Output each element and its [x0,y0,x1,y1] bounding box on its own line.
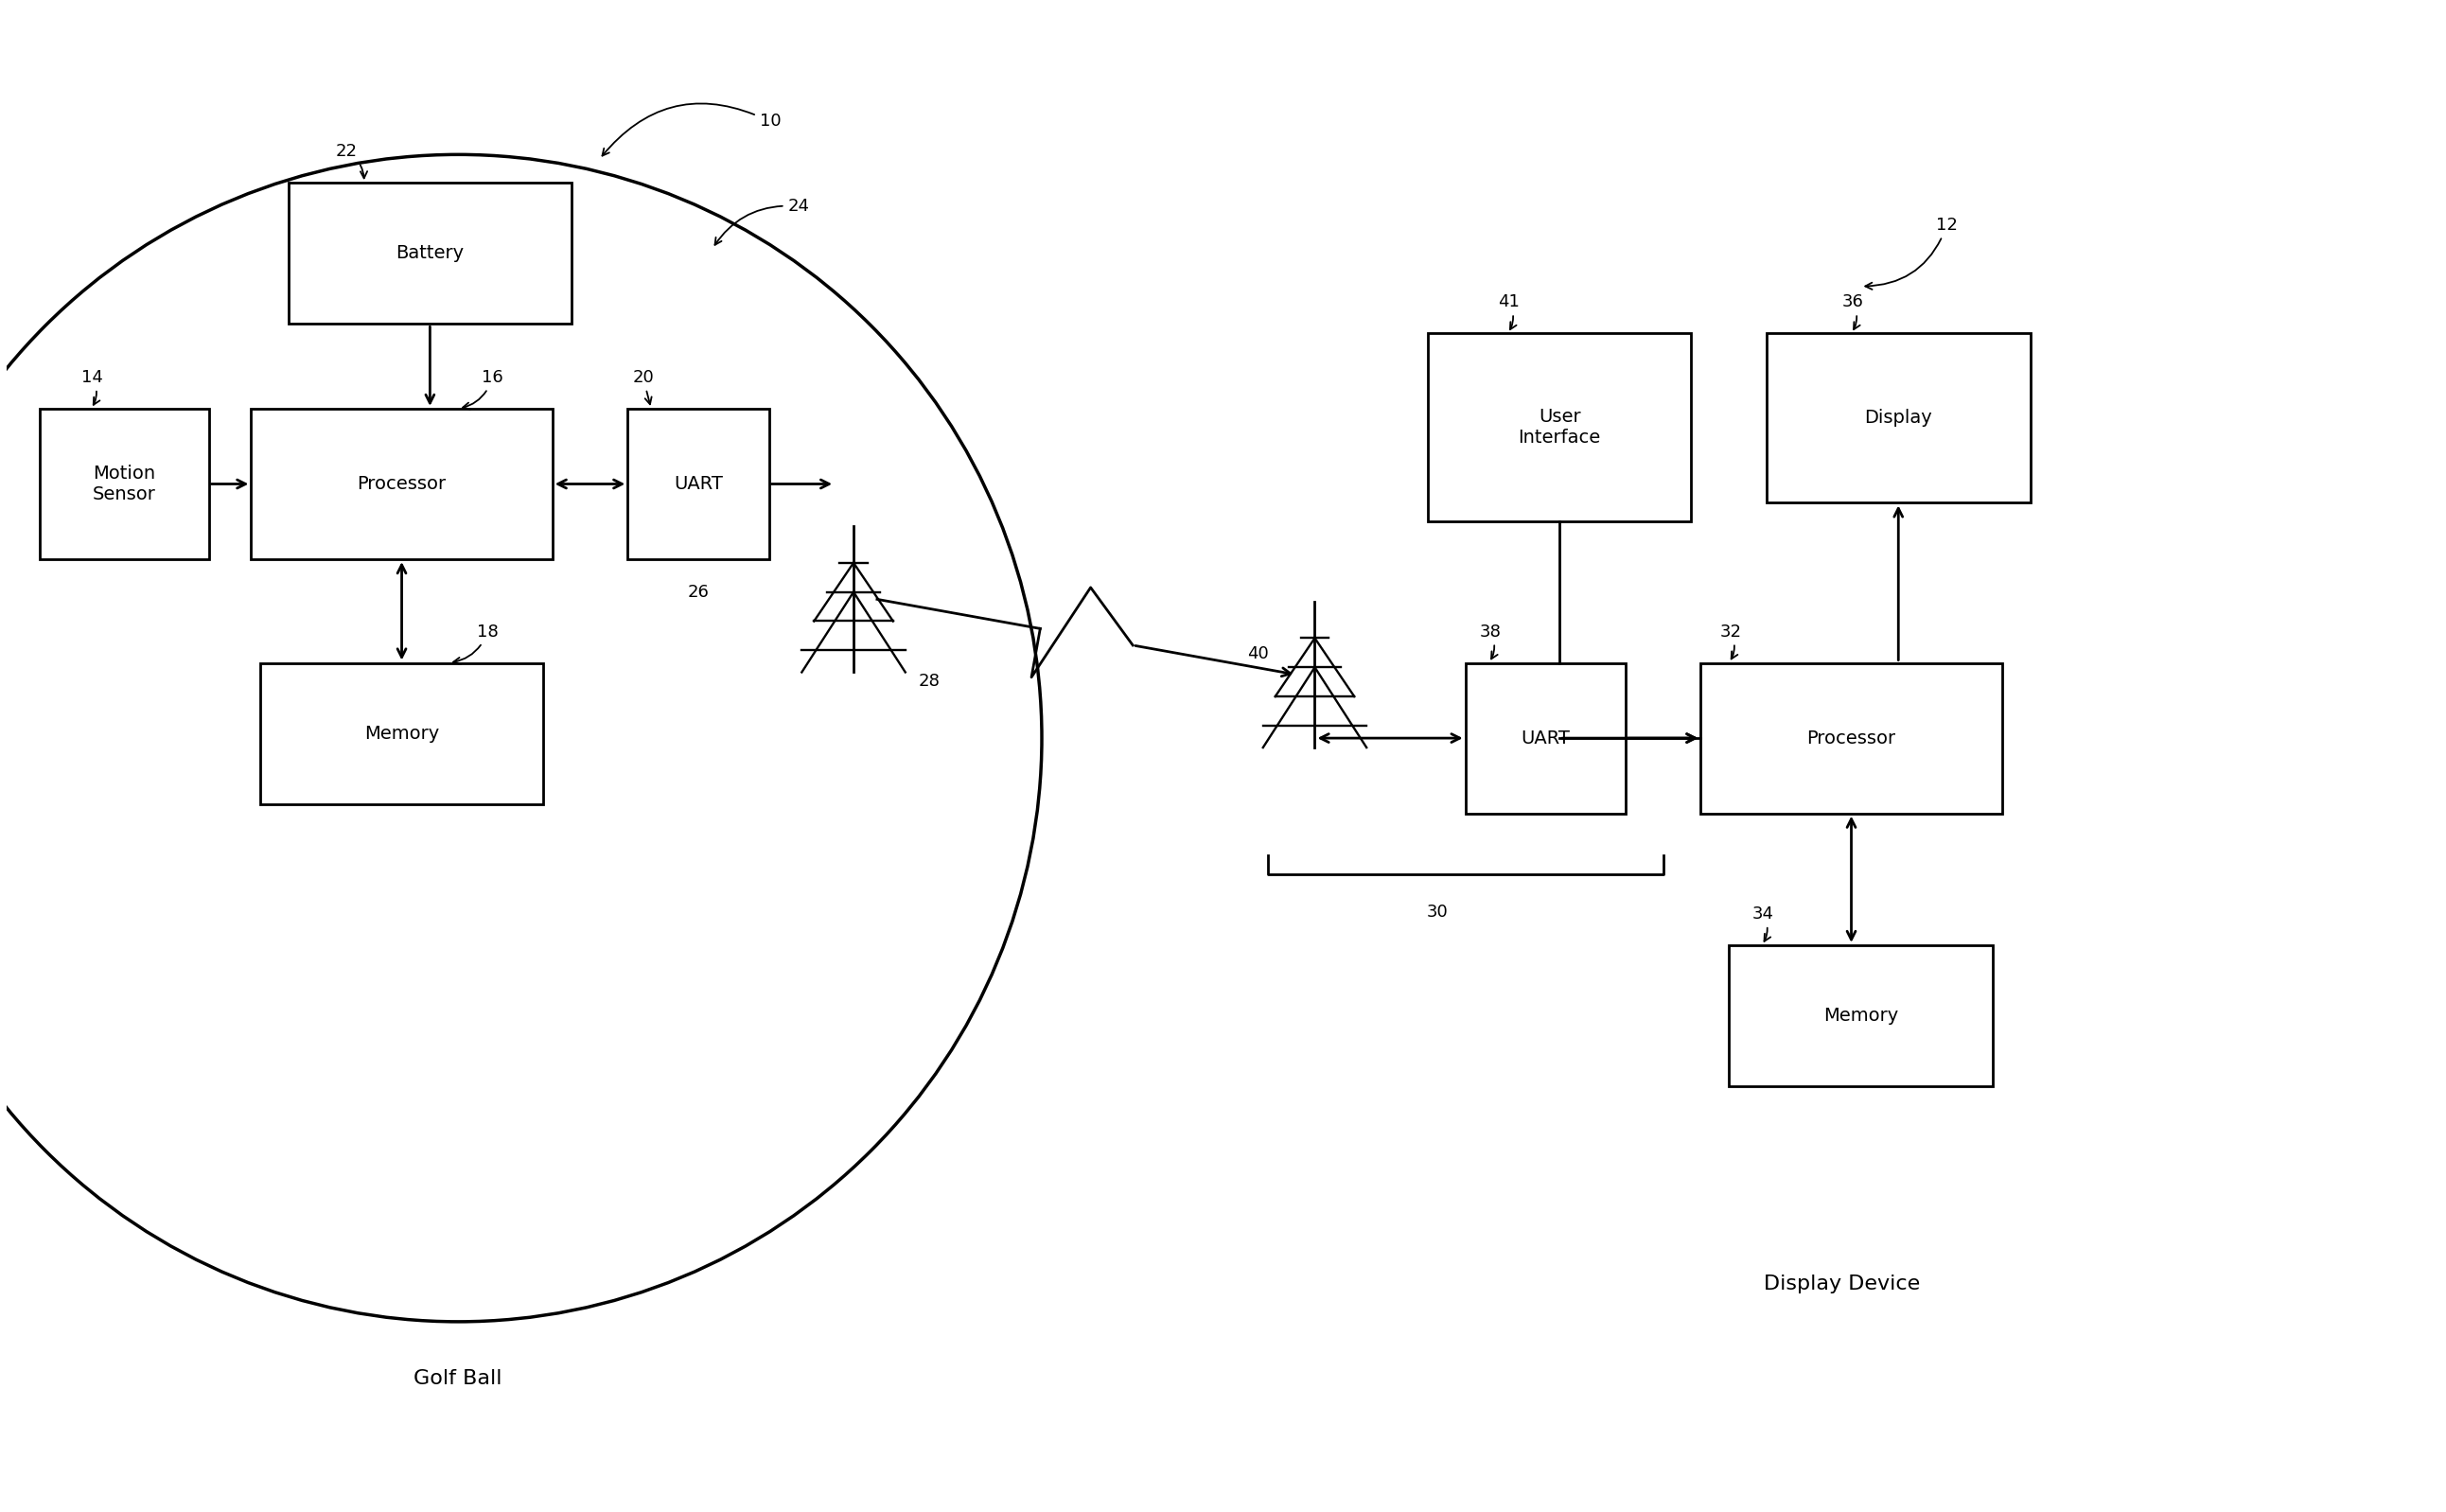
Text: 10: 10 [602,103,780,156]
Text: 20: 20 [634,369,653,404]
Text: 40: 40 [1247,646,1269,662]
Text: 16: 16 [462,369,504,410]
FancyBboxPatch shape [289,183,572,324]
Text: UART: UART [673,475,722,493]
Text: Processor: Processor [357,475,445,493]
Text: Display: Display [1864,410,1932,426]
Text: Display Device: Display Device [1764,1275,1920,1293]
Text: 12: 12 [1866,216,1957,289]
Text: 30: 30 [1426,904,1448,921]
FancyBboxPatch shape [252,408,553,559]
Text: Memory: Memory [364,724,440,742]
Text: User
Interface: User Interface [1519,408,1600,448]
Text: Motion
Sensor: Motion Sensor [93,464,157,503]
FancyBboxPatch shape [629,408,768,559]
Text: 41: 41 [1499,293,1519,330]
Text: 28: 28 [917,673,939,689]
Text: Processor: Processor [1808,729,1896,747]
Text: Battery: Battery [396,245,465,263]
FancyBboxPatch shape [262,662,543,804]
Text: 18: 18 [453,623,499,664]
FancyBboxPatch shape [1766,333,2030,503]
FancyBboxPatch shape [1428,333,1690,522]
Text: 32: 32 [1720,623,1742,659]
Text: 38: 38 [1480,623,1502,659]
FancyBboxPatch shape [39,408,208,559]
FancyBboxPatch shape [1729,945,1993,1087]
Text: UART: UART [1521,729,1570,747]
Text: 14: 14 [81,369,103,405]
Text: 22: 22 [335,144,367,178]
FancyBboxPatch shape [1700,662,2001,813]
Text: Memory: Memory [1822,1007,1898,1025]
Text: 36: 36 [1842,293,1864,330]
Text: 24: 24 [714,198,810,245]
Text: 34: 34 [1751,906,1773,942]
Text: 26: 26 [687,584,709,600]
Text: Golf Ball: Golf Ball [413,1368,501,1388]
FancyBboxPatch shape [1465,662,1627,813]
